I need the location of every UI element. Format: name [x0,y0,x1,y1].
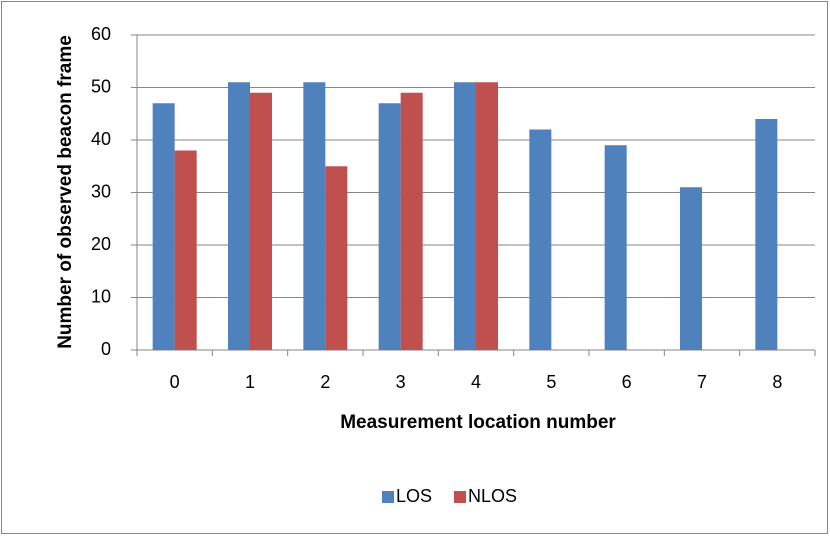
x-tick-label: 1 [245,372,255,392]
bar [228,82,250,350]
x-axis-title: Measurement location number [340,412,616,433]
bar [378,103,401,350]
x-tick-label: 4 [471,372,481,392]
bar [400,92,423,350]
x-tick-label: 7 [697,372,707,392]
y-tick-label: 60 [91,24,111,44]
x-tick-label: 0 [170,372,180,392]
legend-label: NLOS [468,486,517,506]
x-tick-label: 3 [396,372,406,392]
bar [680,187,702,350]
y-tick-label: 30 [91,181,111,201]
bar [755,119,778,350]
y-tick-label: 20 [91,234,111,254]
bar [250,92,272,350]
bar [174,150,197,350]
bar [476,82,498,350]
x-tick-label: 8 [772,372,782,392]
y-axis-title: Number of observed beacon frame [55,35,76,349]
legend-swatch [382,491,394,503]
bar [454,82,476,350]
y-tick-label: 50 [91,76,111,96]
legend-swatch [454,491,466,503]
x-tick-label: 5 [546,372,556,392]
bar [152,103,175,350]
bar [529,129,552,350]
y-tick-label: 0 [101,339,111,359]
legend-label: LOS [396,486,432,506]
y-tick-label: 40 [91,129,111,149]
bar [325,166,348,350]
bar [303,82,326,350]
bar [604,145,627,350]
x-tick-label: 6 [622,372,632,392]
x-tick-label: 2 [320,372,330,392]
y-tick-label: 10 [91,286,111,306]
